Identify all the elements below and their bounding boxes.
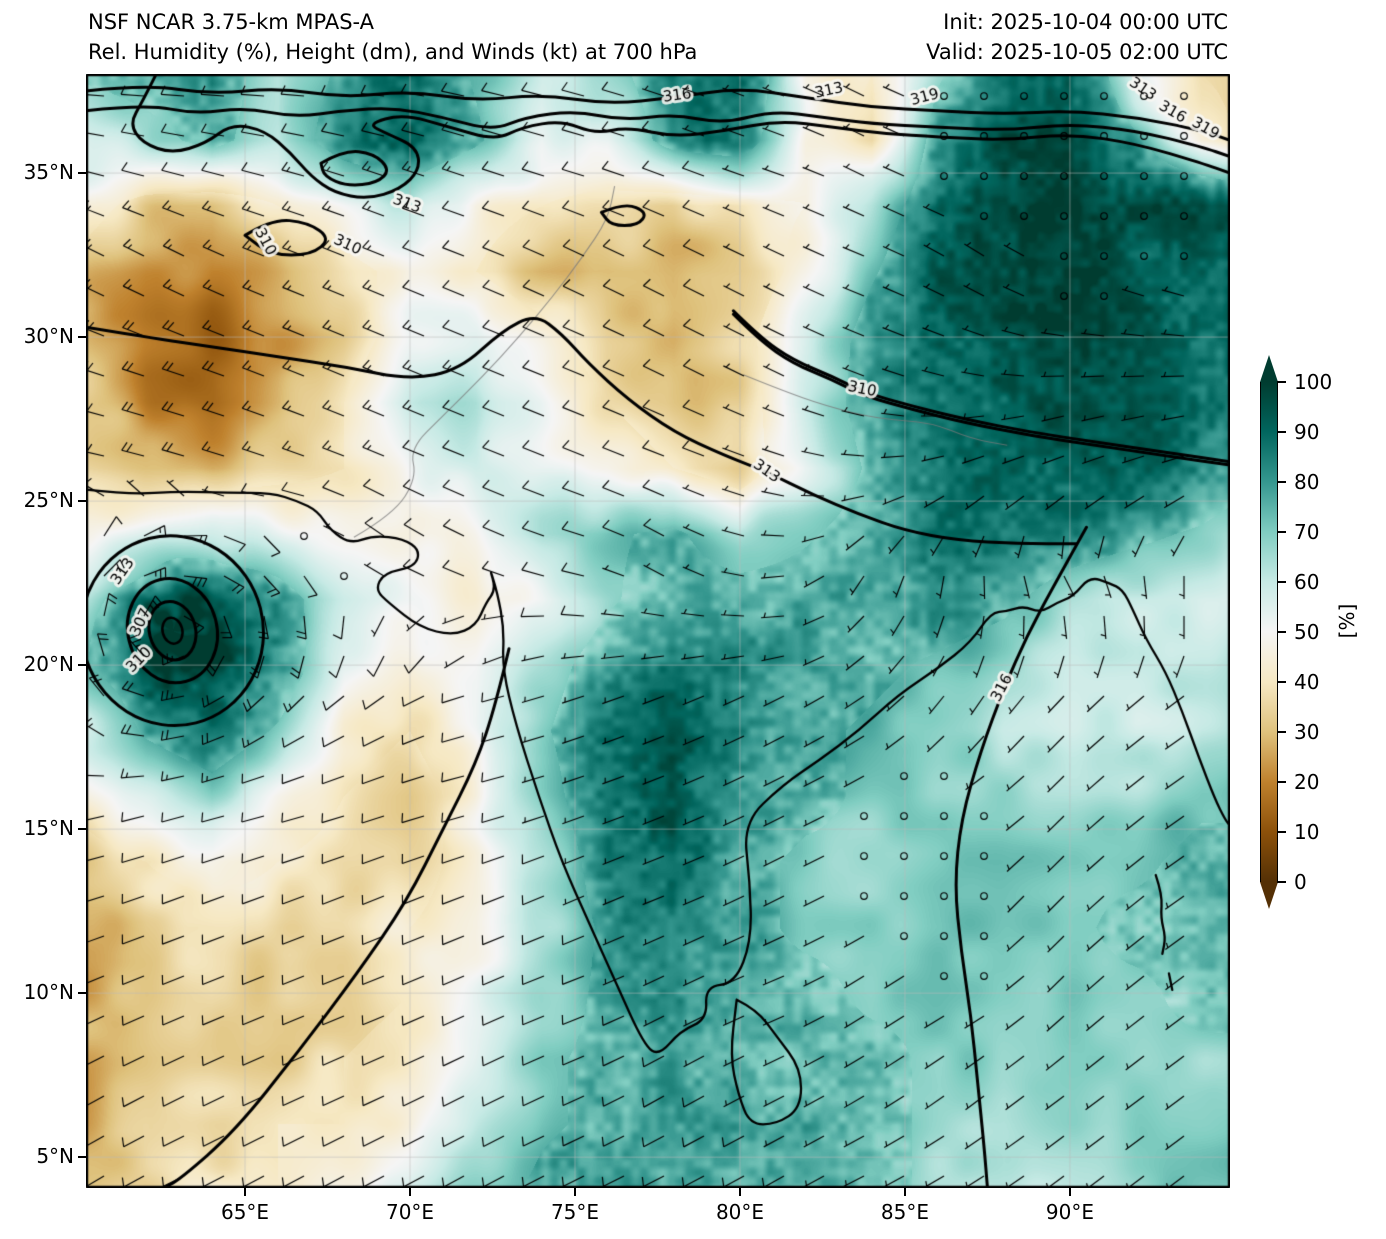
colorbar-tick-label: 90 bbox=[1294, 420, 1320, 444]
colorbar-tick-label: 60 bbox=[1294, 570, 1320, 594]
colorbar-arrow-bottom bbox=[1260, 882, 1278, 909]
init-time-label: Init: 2025-10-04 00:00 UTC bbox=[943, 10, 1228, 34]
y-axis-tickmark bbox=[78, 1156, 86, 1159]
y-axis-tick-label: 35°N bbox=[23, 160, 74, 185]
x-axis-tickmark bbox=[903, 1188, 906, 1196]
x-axis-tick-label: 75°E bbox=[550, 1200, 600, 1224]
colorbar-tickmark bbox=[1277, 481, 1286, 483]
map-canvas bbox=[86, 74, 1230, 1188]
colorbar-unit-label: [%] bbox=[1335, 603, 1359, 639]
y-axis-tick-label: 5°N bbox=[36, 1144, 74, 1169]
colorbar-tick-label: 10 bbox=[1294, 820, 1320, 844]
plot-subtitle: Rel. Humidity (%), Height (dm), and Wind… bbox=[88, 40, 698, 64]
colorbar-tickmark bbox=[1277, 631, 1286, 633]
colorbar-tickmark bbox=[1277, 581, 1286, 583]
y-axis-tick-label: 20°N bbox=[23, 652, 74, 677]
y-axis-tick-label: 10°N bbox=[23, 980, 74, 1005]
page-title: NSF NCAR 3.75-km MPAS-A bbox=[88, 10, 375, 34]
colorbar-gradient bbox=[1260, 382, 1278, 882]
colorbar-tick-label: 80 bbox=[1294, 470, 1320, 494]
x-axis-tick-label: 85°E bbox=[880, 1200, 930, 1224]
x-axis-tickmark bbox=[738, 1188, 741, 1196]
x-axis-tick-label: 70°E bbox=[385, 1200, 435, 1224]
x-axis-tickmark bbox=[244, 1188, 247, 1196]
y-axis-tickmark bbox=[78, 664, 86, 667]
valid-time-label: Valid: 2025-10-05 02:00 UTC bbox=[926, 40, 1228, 64]
colorbar-arrow-top bbox=[1260, 355, 1278, 382]
y-axis-tickmark bbox=[78, 500, 86, 503]
x-axis-tickmark bbox=[1068, 1188, 1071, 1196]
colorbar-tick-label: 0 bbox=[1294, 870, 1307, 894]
y-axis-tick-label: 25°N bbox=[23, 488, 74, 513]
x-axis-tick-label: 65°E bbox=[220, 1200, 270, 1224]
colorbar-tickmark bbox=[1277, 431, 1286, 433]
y-axis-tickmark bbox=[78, 172, 86, 175]
colorbar-tick-label: 70 bbox=[1294, 520, 1320, 544]
x-axis-tick-label: 90°E bbox=[1045, 1200, 1094, 1224]
y-axis-tickmark bbox=[78, 828, 86, 831]
colorbar-tickmark bbox=[1277, 681, 1286, 683]
colorbar-tick-label: 100 bbox=[1294, 370, 1333, 394]
colorbar-tick-label: 20 bbox=[1294, 770, 1320, 794]
colorbar-tickmark bbox=[1277, 831, 1286, 833]
y-axis-tickmark bbox=[78, 992, 86, 995]
x-axis-tickmark bbox=[574, 1188, 576, 1196]
y-axis-tick-label: 15°N bbox=[23, 816, 74, 841]
colorbar-tickmark bbox=[1277, 881, 1286, 883]
x-axis-tick-label: 80°E bbox=[715, 1200, 765, 1224]
colorbar-tickmark bbox=[1277, 531, 1286, 533]
colorbar-tickmark bbox=[1277, 731, 1286, 733]
colorbar-tickmark bbox=[1277, 381, 1286, 383]
colorbar-tick-label: 40 bbox=[1294, 670, 1320, 694]
y-axis-tick-label: 30°N bbox=[23, 324, 74, 349]
colorbar-tick-label: 50 bbox=[1294, 620, 1320, 644]
colorbar-tickmark bbox=[1277, 781, 1286, 783]
x-axis-tickmark bbox=[409, 1188, 412, 1196]
colorbar-tick-label: 30 bbox=[1294, 720, 1320, 744]
y-axis-tickmark bbox=[78, 336, 86, 339]
